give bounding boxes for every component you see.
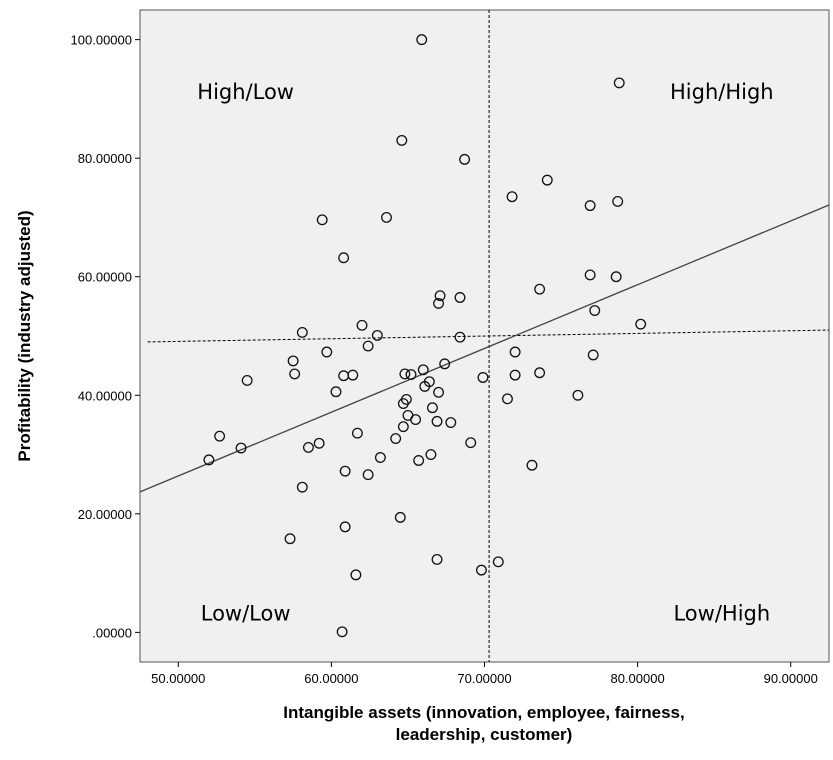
y-tick-label: 100.00000: [71, 33, 132, 48]
data-point: [509, 346, 521, 358]
data-point: [439, 358, 451, 370]
data-point: [405, 369, 417, 380]
data-point: [350, 569, 362, 581]
x-tick-label: 70.00000: [457, 671, 511, 686]
data-point: [339, 465, 351, 477]
x-tick-label: 50.00000: [151, 671, 205, 686]
data-point: [338, 252, 350, 264]
data-point: [397, 421, 409, 433]
data-point: [492, 556, 504, 568]
data-point: [613, 77, 625, 89]
x-axis-title-line-1: Intangible assets (innovation, employee,…: [283, 703, 685, 722]
y-tick-label: 20.00000: [78, 507, 132, 522]
quadrant-label: Low/High: [673, 602, 770, 626]
data-point: [416, 34, 428, 46]
data-point: [419, 380, 431, 392]
data-point: [241, 375, 253, 386]
fit-line-group: [139, 204, 830, 493]
data-point: [610, 271, 622, 283]
quadrant-label: Low/Low: [201, 602, 291, 626]
y-tick-label: 60.00000: [78, 270, 132, 285]
quadrant-labels: High/Low High/High Low/Low Low/High: [197, 80, 773, 626]
data-point: [541, 174, 553, 186]
data-point: [506, 191, 518, 203]
data-point: [572, 389, 584, 401]
x-axis: 50.00000 60.00000 70.00000 80.00000 90.00000: [151, 662, 818, 686]
data-point: [390, 433, 402, 444]
data-point: [362, 340, 374, 352]
data-point: [214, 430, 226, 442]
data-point: [534, 367, 546, 379]
data-point: [425, 449, 437, 460]
y-tick-label: 80.00000: [78, 151, 132, 166]
data-point: [313, 437, 325, 449]
data-point: [336, 626, 348, 638]
data-points: [203, 34, 647, 638]
data-point: [534, 283, 546, 295]
x-tick-label: 90.00000: [764, 671, 818, 686]
horizontal-reference-line: [147, 329, 830, 343]
data-point: [399, 368, 411, 380]
quadrant-label: High/Low: [197, 80, 294, 104]
x-tick-label: 80.00000: [610, 671, 664, 686]
data-point: [502, 393, 513, 405]
data-point: [431, 415, 443, 427]
data-point: [394, 511, 406, 523]
data-point: [284, 533, 296, 545]
data-point: [351, 427, 363, 439]
data-point: [612, 196, 624, 207]
y-tick-label: .00000: [92, 625, 132, 640]
data-point: [584, 269, 596, 281]
data-point: [381, 212, 392, 223]
data-point: [287, 355, 299, 367]
data-point: [477, 372, 489, 383]
data-point: [235, 442, 247, 454]
data-point: [296, 326, 308, 338]
data-point: [296, 481, 308, 493]
data-point: [589, 305, 601, 316]
data-point: [371, 329, 383, 341]
y-tick-label: 40.00000: [78, 388, 132, 403]
x-axis-title-line-2: leadership, customer): [396, 725, 573, 744]
data-point: [396, 134, 408, 146]
data-point: [330, 386, 342, 398]
regression-fit-line: [139, 204, 830, 493]
data-point: [635, 318, 647, 330]
data-point: [454, 292, 466, 303]
x-tick-label: 60.00000: [304, 671, 358, 686]
data-point: [356, 319, 368, 331]
data-point: [339, 521, 351, 533]
data-point: [509, 369, 521, 381]
data-point: [434, 290, 446, 302]
data-point: [321, 346, 333, 358]
data-point: [289, 368, 301, 380]
data-point: [397, 398, 409, 410]
data-point: [413, 455, 425, 466]
data-point: [587, 349, 599, 361]
y-axis: .00000 20.00000 40.00000 60.00000 80.00000 10…: [71, 33, 140, 640]
data-point: [433, 297, 445, 309]
data-point: [526, 459, 538, 471]
data-point: [431, 554, 443, 565]
data-point: [374, 452, 386, 463]
data-point: [445, 417, 457, 428]
data-point: [316, 214, 328, 226]
data-point: [302, 441, 314, 453]
data-point: [459, 153, 471, 165]
data-point: [338, 370, 350, 382]
quadrant-label: High/High: [670, 80, 774, 104]
reference-lines: [147, 10, 830, 662]
data-point: [454, 331, 466, 343]
y-axis-title: Profitability (industry adjusted): [15, 210, 34, 461]
data-point: [584, 200, 596, 212]
data-point: [410, 414, 422, 426]
data-point: [362, 469, 374, 481]
data-point: [433, 386, 445, 398]
data-point: [475, 564, 487, 576]
data-point: [203, 454, 215, 466]
data-point: [426, 402, 438, 414]
data-point: [465, 437, 477, 449]
data-point: [417, 364, 429, 376]
